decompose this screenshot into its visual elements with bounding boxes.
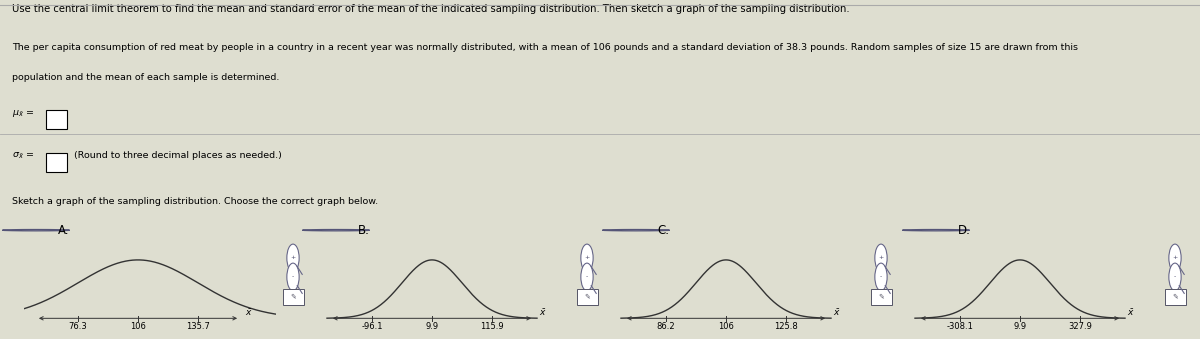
Text: 9.9: 9.9 (426, 322, 438, 332)
Text: -: - (880, 275, 882, 279)
FancyBboxPatch shape (577, 289, 598, 305)
Text: +: + (584, 256, 589, 260)
Text: Sketch a graph of the sampling distribution. Choose the correct graph below.: Sketch a graph of the sampling distribut… (12, 197, 378, 206)
Text: +: + (1172, 256, 1177, 260)
Text: $\bar{x}$: $\bar{x}$ (245, 307, 252, 318)
Circle shape (602, 230, 670, 231)
Text: ✎: ✎ (878, 294, 884, 300)
Text: ✎: ✎ (290, 294, 296, 300)
Text: -96.1: -96.1 (361, 322, 383, 332)
Text: $\mu_{\bar{x}}$ =: $\mu_{\bar{x}}$ = (12, 108, 35, 119)
Text: 327.9: 327.9 (1068, 322, 1092, 332)
Circle shape (287, 263, 299, 291)
Text: A.: A. (58, 224, 70, 237)
Circle shape (875, 244, 887, 272)
Text: Use the central limit theorem to find the mean and standard error of the mean of: Use the central limit theorem to find th… (12, 4, 850, 14)
Circle shape (902, 230, 970, 231)
Text: 9.9: 9.9 (1014, 322, 1026, 332)
Text: -: - (586, 275, 588, 279)
Text: $\bar{x}$: $\bar{x}$ (539, 307, 546, 318)
Text: 106: 106 (718, 322, 734, 332)
Text: 125.8: 125.8 (774, 322, 798, 332)
Text: 135.7: 135.7 (186, 322, 210, 332)
Text: B.: B. (358, 224, 370, 237)
Circle shape (581, 263, 593, 291)
FancyBboxPatch shape (46, 153, 67, 172)
Circle shape (2, 230, 70, 231)
Text: +: + (878, 256, 883, 260)
Text: $\bar{x}$: $\bar{x}$ (833, 307, 840, 318)
Text: +: + (290, 256, 295, 260)
Circle shape (302, 230, 370, 231)
Text: 76.3: 76.3 (68, 322, 88, 332)
Circle shape (1169, 263, 1181, 291)
Text: $\bar{x}$: $\bar{x}$ (1127, 307, 1134, 318)
FancyBboxPatch shape (871, 289, 892, 305)
Text: population and the mean of each sample is determined.: population and the mean of each sample i… (12, 74, 280, 82)
Circle shape (287, 244, 299, 272)
Text: D.: D. (958, 224, 971, 237)
Text: 106: 106 (130, 322, 146, 332)
FancyBboxPatch shape (46, 110, 67, 129)
Text: -: - (292, 275, 294, 279)
Text: $\sigma_{\bar{x}}$ =: $\sigma_{\bar{x}}$ = (12, 151, 34, 161)
Text: -: - (1174, 275, 1176, 279)
Text: 115.9: 115.9 (480, 322, 504, 332)
Circle shape (1169, 244, 1181, 272)
FancyBboxPatch shape (1165, 289, 1186, 305)
Text: The per capita consumption of red meat by people in a country in a recent year w: The per capita consumption of red meat b… (12, 42, 1078, 52)
Circle shape (875, 263, 887, 291)
Text: C.: C. (658, 224, 670, 237)
Text: 86.2: 86.2 (656, 322, 676, 332)
Text: ✎: ✎ (584, 294, 590, 300)
Circle shape (581, 244, 593, 272)
Text: ✎: ✎ (1172, 294, 1178, 300)
Text: -308.1: -308.1 (947, 322, 973, 332)
Text: (Round to three decimal places as needed.): (Round to three decimal places as needed… (74, 151, 282, 160)
FancyBboxPatch shape (283, 289, 304, 305)
